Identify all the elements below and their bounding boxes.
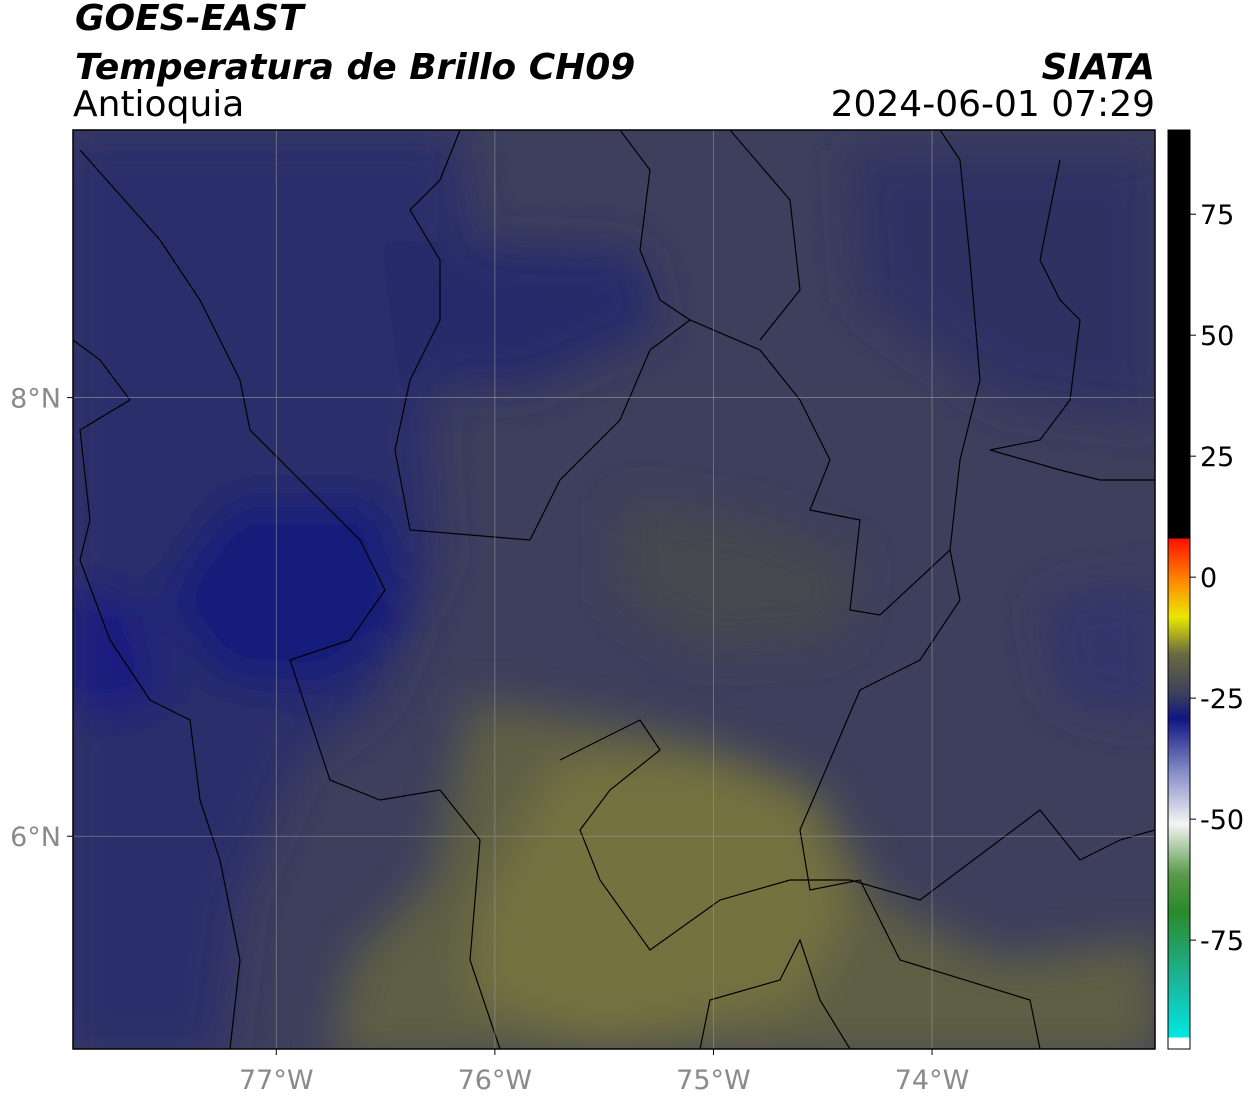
- map-frame: [72, 129, 1156, 1050]
- colorbar-tick-label: 25: [1200, 442, 1234, 473]
- subtitle: Temperatura de Brillo CH09: [75, 47, 635, 88]
- x-tick-label: 74°W: [895, 1065, 970, 1096]
- colorbar-tick-label: 75: [1200, 200, 1234, 231]
- colorbar-tick-label: -75: [1200, 926, 1244, 957]
- x-tick-label: 77°W: [239, 1065, 314, 1096]
- title: GOES-EAST: [75, 0, 306, 39]
- colorbar-tick-label: -50: [1200, 805, 1244, 836]
- graticule: [73, 130, 1155, 1049]
- colorbar-tick-label: 50: [1200, 321, 1234, 352]
- colorbar: [1167, 129, 1191, 1050]
- colorbar-tick-label: -25: [1200, 684, 1244, 715]
- y-tick-label: 8°N: [10, 384, 61, 415]
- source: SIATA: [1042, 47, 1155, 88]
- colorbar-tick-label: 0: [1200, 563, 1217, 594]
- y-tick-label: 6°N: [10, 822, 61, 853]
- x-tick-label: 75°W: [676, 1065, 751, 1096]
- x-tick-label: 76°W: [458, 1065, 533, 1096]
- region: Antioquia: [73, 84, 244, 125]
- datetime: 2024-06-01 07:29: [831, 84, 1155, 125]
- map-image: [73, 130, 1155, 1049]
